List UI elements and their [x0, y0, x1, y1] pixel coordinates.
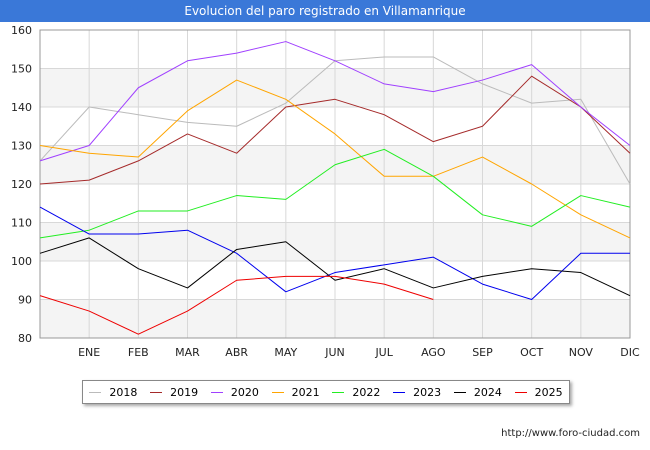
legend-swatch [150, 391, 163, 393]
legend-label: 2022 [352, 385, 381, 399]
legend-label: 2019 [170, 385, 199, 399]
series-line-2023 [39, 206, 630, 300]
x-tick-label: ABR [225, 346, 248, 359]
legend-item-2018: 2018 [89, 386, 137, 399]
x-tick-label: NOV [569, 346, 594, 359]
x-tick-label: MAR [175, 346, 200, 359]
y-tick-label: 110 [11, 217, 32, 230]
legend-label: 2023 [413, 385, 442, 399]
x-tick-label: OCT [520, 346, 543, 359]
legend-item-2023: 2023 [393, 386, 441, 399]
source-credit: http://www.foro-ciudad.com [501, 428, 640, 439]
legend-swatch [271, 391, 284, 393]
x-tick-label: JUL [374, 346, 393, 359]
tick-labels: 80 90 100 110 120 130 140 150 160 ENE FEB MAR ABR MAY… [11, 24, 640, 359]
legend-swatch [210, 391, 223, 393]
legend-label: 2018 [109, 385, 138, 399]
legend-swatch [453, 391, 466, 393]
legend-swatch [89, 391, 102, 393]
legend-label: 2024 [473, 385, 502, 399]
x-tick-label: MAY [274, 346, 297, 359]
x-tick-label: FEB [128, 346, 149, 359]
legend-item-2024: 2024 [453, 385, 502, 399]
legend-label: 2020 [230, 385, 259, 399]
y-tick-label: 150 [11, 63, 32, 76]
legend-swatch [332, 391, 345, 393]
legend-label: 2021 [291, 385, 320, 399]
y-tick-label: 120 [11, 178, 32, 191]
x-tick-label: DIC [620, 346, 640, 359]
x-tick-label: AGO [421, 346, 446, 359]
legend: 2018 2019 2020 2021 2022 2023 2024 2025 [82, 380, 570, 404]
series-line-2019 [39, 75, 631, 185]
y-tick-label: 140 [11, 101, 32, 114]
legend-item-2022: 2022 [332, 386, 380, 399]
chart-title: Evolucion del paro registrado en Villama… [0, 0, 650, 22]
legend-swatch [393, 391, 406, 393]
series-line-2022 [39, 148, 631, 239]
legend-label: 2025 [534, 385, 563, 399]
y-tick-label: 90 [18, 294, 32, 307]
series-line-2021 [39, 79, 631, 239]
series-lines [39, 41, 631, 335]
series-line-2024 [39, 237, 631, 297]
grid-lines [40, 29, 631, 339]
y-tick-label: 100 [11, 255, 32, 268]
x-tick-label: JUN [324, 346, 345, 359]
legend-item-2020: 2020 [210, 385, 259, 399]
legend-item-2019: 2019 [150, 386, 198, 399]
y-tick-label: 160 [11, 24, 32, 37]
legend-swatch [514, 391, 527, 393]
series-line-2020 [39, 41, 631, 162]
y-tick-label: 130 [11, 140, 32, 153]
x-tick-label: ENE [78, 346, 100, 359]
x-tick-label: SEP [472, 346, 493, 359]
series-line-2025 [39, 275, 434, 335]
legend-item-2021: 2021 [271, 385, 320, 399]
y-tick-label: 80 [18, 332, 32, 345]
legend-item-2025: 2025 [514, 385, 563, 399]
